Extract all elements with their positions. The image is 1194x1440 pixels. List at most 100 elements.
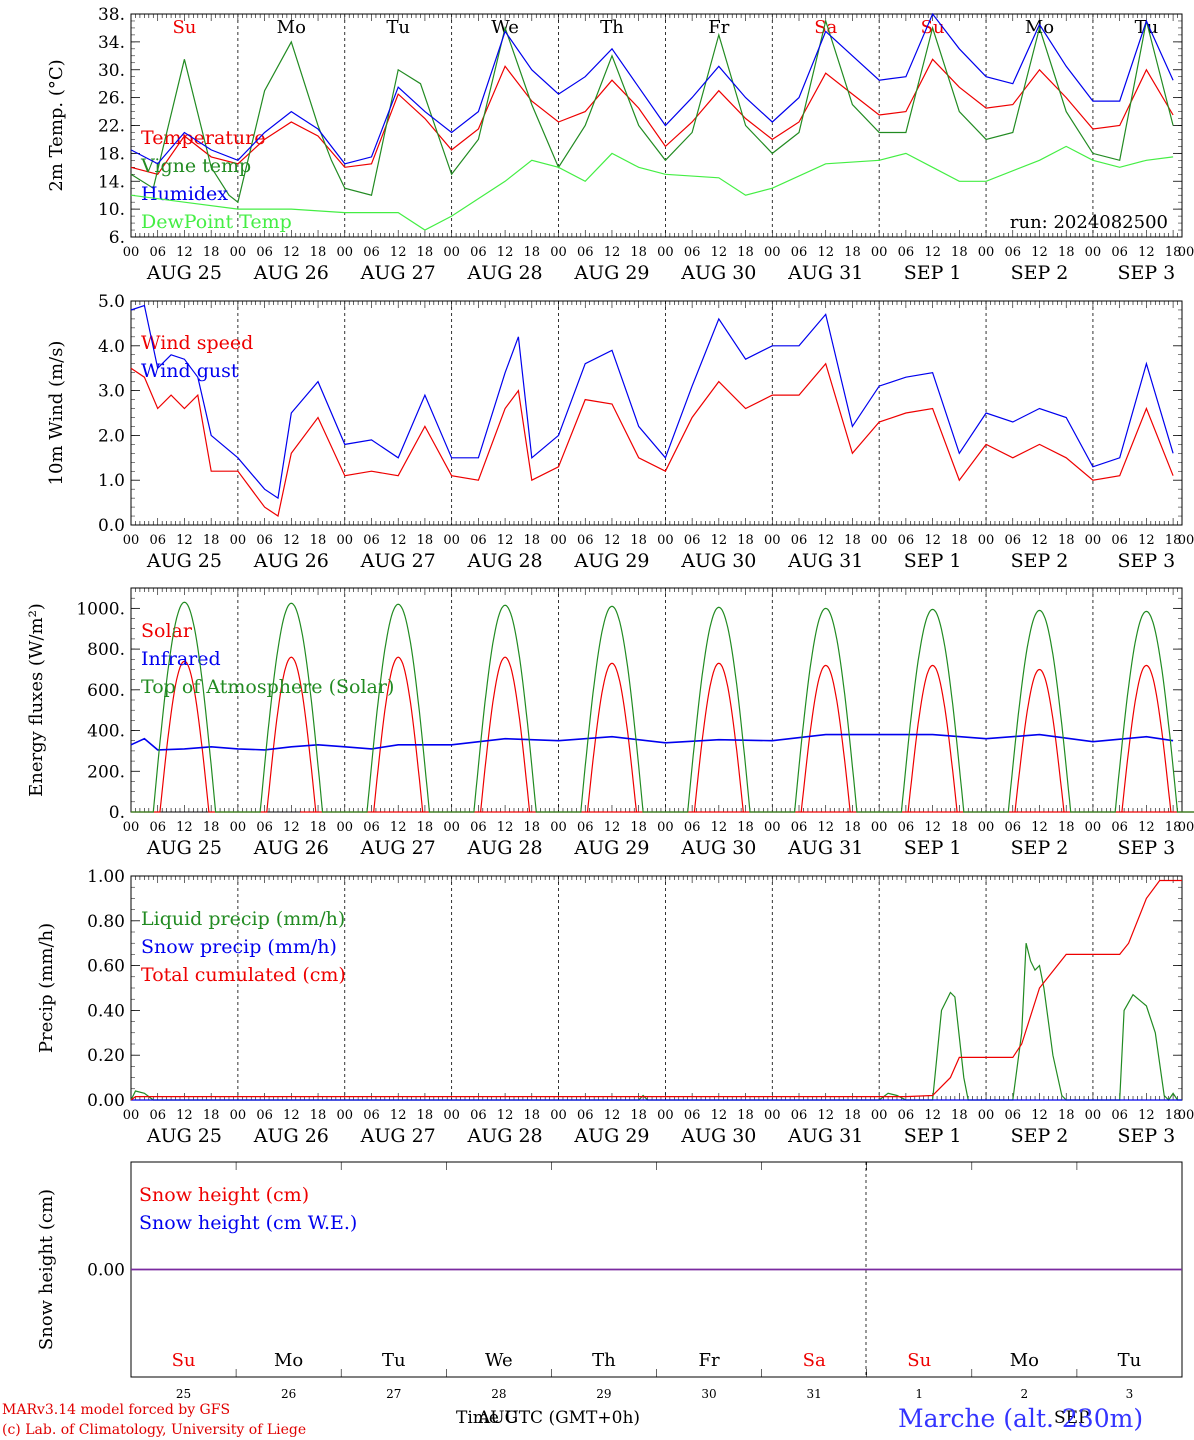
x-date-label: SEP 1 xyxy=(904,550,962,572)
x-hour-label: 00 xyxy=(123,820,140,835)
x-date-label: AUG 26 xyxy=(253,550,329,572)
x-hour-label: 06 xyxy=(1004,820,1021,835)
x-hour-label: 06 xyxy=(1111,245,1128,260)
y-tick-label: 5.0 xyxy=(98,292,125,312)
day-label: Mo xyxy=(277,17,306,38)
x-hour-label: 18 xyxy=(1165,820,1182,835)
x-date-label: SEP 3 xyxy=(1117,550,1175,572)
x-hour-label: 06 xyxy=(684,820,701,835)
x-hour-label: 12 xyxy=(604,245,621,260)
x-hour-label: 06 xyxy=(256,533,273,548)
x-hour-label: 18 xyxy=(844,1108,861,1123)
station-title: Marche (alt. 230m) xyxy=(898,1404,1144,1433)
y-tick-label: 400. xyxy=(87,722,125,742)
plot-frame-wind xyxy=(130,300,1183,526)
x-hour-label: 00 xyxy=(336,820,353,835)
series-line-top-of-atmosphere-solar- xyxy=(131,601,1194,813)
series-line-wind-gust xyxy=(130,304,1174,500)
x-hour-label: 00 xyxy=(1085,245,1102,260)
x-hour-label: 06 xyxy=(791,820,808,835)
x-hour-label: 18 xyxy=(524,245,541,260)
x-hour-label: 18 xyxy=(310,533,327,548)
y-tick-label: 1.00 xyxy=(87,867,125,887)
x-date-label: AUG 25 xyxy=(146,837,222,859)
y-tick-label: 1000. xyxy=(76,599,125,619)
y-axis-label: Energy fluxes (W/m²) xyxy=(26,603,47,797)
x-hour-label: 12 xyxy=(497,1108,514,1123)
x-hour-label: 06 xyxy=(363,245,380,260)
month-label-aug: AUG xyxy=(478,1408,519,1428)
y-axis-label: Snow height (cm) xyxy=(36,1189,57,1350)
x-hour-label: 18 xyxy=(844,820,861,835)
x-hour-label: 06 xyxy=(898,820,915,835)
x-hour-label: 12 xyxy=(817,533,834,548)
legend-entry: Top of Atmosphere (Solar) xyxy=(141,676,394,698)
legend-entry: Liquid precip (mm/h) xyxy=(141,908,345,930)
bottom-date-label: 3 xyxy=(1126,1387,1134,1401)
x-date-label: SEP 2 xyxy=(1011,262,1069,284)
x-hour-label: 06 xyxy=(149,1108,166,1123)
x-date-label: SEP 2 xyxy=(1011,1125,1069,1147)
x-hour-label: 12 xyxy=(176,820,193,835)
run-label: run: 2024082500 xyxy=(1010,212,1168,233)
legend-entry: Total cumulated (cm) xyxy=(141,964,346,986)
x-hour-label: 12 xyxy=(924,1108,941,1123)
x-hour-label: 12 xyxy=(1031,533,1048,548)
x-hour-label: 06 xyxy=(1111,1108,1128,1123)
x-hour-label: 06 xyxy=(577,245,594,260)
x-date-label: AUG 28 xyxy=(467,262,543,284)
x-date-label: AUG 31 xyxy=(787,550,863,572)
x-hour-label: 06 xyxy=(149,533,166,548)
x-hour-label: 18 xyxy=(1165,245,1182,260)
x-date-label: AUG 28 xyxy=(467,1125,543,1147)
x-hour-label: 18 xyxy=(1165,533,1182,548)
x-hour-label: 06 xyxy=(363,1108,380,1123)
y-tick-label: 18. xyxy=(98,144,125,164)
x-hour-label: 06 xyxy=(1111,820,1128,835)
x-hour-label: 06 xyxy=(1004,1108,1021,1123)
legend-entry: Snow height (cm W.E.) xyxy=(139,1212,357,1234)
y-axis-label: Precip (mm/h) xyxy=(36,923,57,1053)
x-hour-label: 12 xyxy=(176,245,193,260)
x-hour-label: 18 xyxy=(951,245,968,260)
x-hour-label: 00 xyxy=(123,245,140,260)
x-hour-label: 18 xyxy=(203,245,220,260)
y-tick-label: 0. xyxy=(109,803,125,823)
x-hour-label: 12 xyxy=(924,245,941,260)
y-tick-label: 0.40 xyxy=(87,1001,125,1021)
legend-entry: Vigne temp xyxy=(140,155,251,177)
x-hour-label: 12 xyxy=(817,245,834,260)
x-date-label: SEP 1 xyxy=(904,1125,962,1147)
y-tick-label: 0.80 xyxy=(87,912,125,932)
x-hour-label: 00 xyxy=(657,820,674,835)
x-hour-label: 00 xyxy=(550,245,567,260)
x-hour-label: 00 xyxy=(1178,1108,1194,1123)
x-hour-label: 12 xyxy=(497,245,514,260)
x-hour-label: 12 xyxy=(1031,245,1048,260)
bottom-date-label: 28 xyxy=(491,1387,506,1401)
x-hour-label: 06 xyxy=(256,820,273,835)
x-date-label: AUG 30 xyxy=(680,1125,756,1147)
bottom-day-label: Mo xyxy=(1010,1350,1039,1371)
y-tick-label: 10. xyxy=(98,200,125,220)
x-date-label: SEP 3 xyxy=(1117,837,1175,859)
x-date-label: AUG 30 xyxy=(680,837,756,859)
x-hour-label: 12 xyxy=(604,820,621,835)
bottom-date-label: 2 xyxy=(1021,1387,1029,1401)
x-date-label: AUG 25 xyxy=(146,262,222,284)
x-hour-label: 18 xyxy=(951,1108,968,1123)
x-hour-label: 06 xyxy=(898,533,915,548)
bottom-day-label: Su xyxy=(172,1350,196,1371)
x-hour-label: 18 xyxy=(203,820,220,835)
series-line-total-cumulated-cm- xyxy=(130,879,1182,1101)
x-hour-label: 12 xyxy=(711,245,728,260)
x-date-label: AUG 29 xyxy=(573,837,649,859)
x-hour-label: 18 xyxy=(630,1108,647,1123)
bottom-day-label: Mo xyxy=(274,1350,303,1371)
x-hour-label: 18 xyxy=(630,245,647,260)
x-hour-label: 06 xyxy=(256,245,273,260)
lab-credit: (c) Lab. of Climatology, University of L… xyxy=(2,1422,307,1438)
bottom-date-label: 31 xyxy=(807,1387,822,1401)
x-hour-label: 00 xyxy=(764,533,781,548)
x-hour-label: 12 xyxy=(390,533,407,548)
